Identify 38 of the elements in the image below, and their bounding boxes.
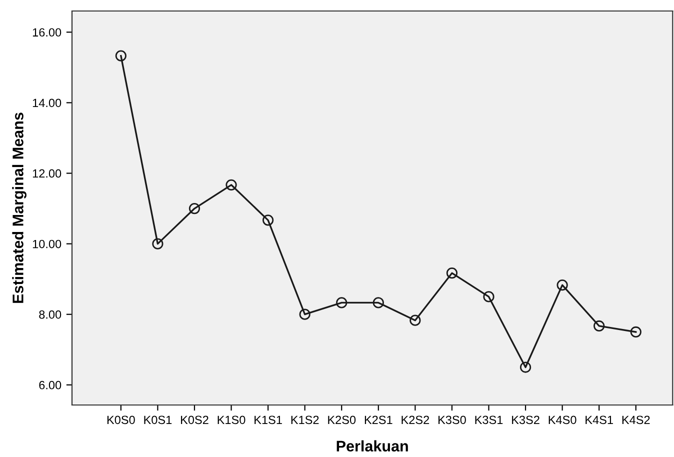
point xyxy=(520,362,532,373)
x-tick-label: K2S0 xyxy=(328,416,356,424)
x-tick-label: K3S2 xyxy=(512,416,540,424)
y-tick-label: 14.00 xyxy=(32,98,62,108)
x-tick-label: K1S2 xyxy=(291,416,319,424)
x-tick-label: K0S2 xyxy=(181,416,208,424)
x-tick-label: K2S1 xyxy=(364,416,392,424)
x-tick-label: K4S2 xyxy=(622,416,650,424)
point xyxy=(262,214,274,226)
point xyxy=(226,179,237,190)
y-tick-label: 8.00 xyxy=(39,310,62,319)
y-tick-label: 6.00 xyxy=(39,380,62,390)
x-tick-label: K4S0 xyxy=(548,416,576,424)
point xyxy=(410,314,421,326)
x-axis-title: Perlakuan xyxy=(336,440,408,452)
x-tick-label: K1S1 xyxy=(254,416,282,424)
x-tick-label: K1S0 xyxy=(218,416,246,424)
point xyxy=(336,297,348,308)
point xyxy=(299,308,310,320)
point xyxy=(152,238,164,250)
point xyxy=(630,326,642,338)
point xyxy=(188,202,200,214)
point xyxy=(594,320,605,332)
x-tick-label: K4S1 xyxy=(586,416,613,424)
point xyxy=(372,297,384,308)
point xyxy=(446,268,458,279)
point xyxy=(556,280,568,291)
point xyxy=(115,50,126,62)
x-tick-label: K0S1 xyxy=(144,416,172,424)
y-tick-label: 12.00 xyxy=(32,169,62,178)
x-tick-label: K3S0 xyxy=(438,416,466,424)
y-tick-label: 10.00 xyxy=(32,240,62,248)
point xyxy=(483,291,494,302)
x-tick-label: K0S0 xyxy=(107,416,135,424)
x-tick-label: K2S2 xyxy=(402,416,430,424)
y-tick-label: 16.00 xyxy=(32,28,62,37)
x-tick-label: K3S1 xyxy=(475,416,503,424)
y-axis-title: Estimated Marginal Means xyxy=(12,112,26,303)
